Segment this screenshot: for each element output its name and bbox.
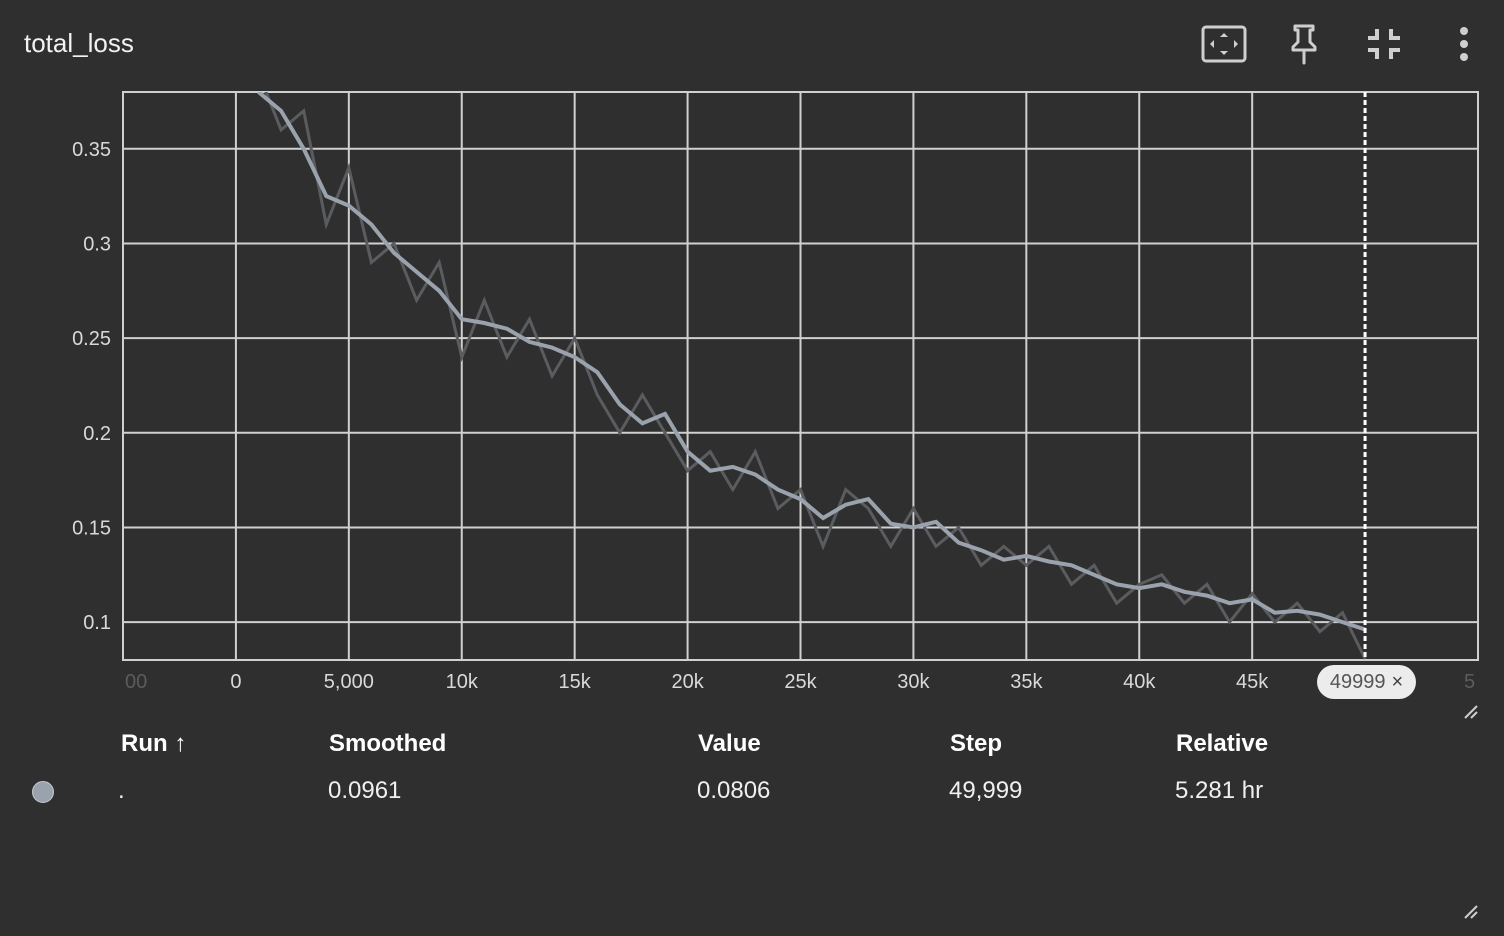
- smoothed-series-line: [257, 92, 1366, 632]
- chart-grid: [122, 91, 1479, 661]
- y-tick-label: 0.3: [83, 233, 111, 255]
- row-relative: 5.281 hr: [1175, 777, 1264, 804]
- x-tick-label: 45k: [1236, 671, 1269, 693]
- raw-series-line: [264, 92, 1367, 660]
- x-tick-label: 20k: [671, 671, 704, 693]
- x-tick-label: 15k: [559, 671, 592, 693]
- close-icon[interactable]: ×: [1391, 670, 1404, 693]
- step-cursor-pill[interactable]: 49999 ×: [1317, 665, 1416, 699]
- column-header-run-label: Run: [121, 730, 168, 757]
- column-header-relative[interactable]: Relative: [1176, 730, 1269, 757]
- chart-ticks: 0 5,000 10k 15k 20k 25k 30k 35k 40k 45k 0.1 0.15 0.2…: [72, 139, 1269, 693]
- collapse-button[interactable]: [1360, 22, 1408, 66]
- step-cursor-label: 49999: [1329, 670, 1386, 693]
- x-tick-label: 30k: [897, 671, 930, 693]
- x-tick-label: 0: [230, 671, 241, 693]
- fit-domain-button[interactable]: [1200, 22, 1248, 66]
- x-tick-edge-left: 00: [125, 671, 147, 693]
- row-run-name: .: [118, 777, 125, 804]
- y-tick-label: 0.2: [83, 423, 111, 445]
- line-chart[interactable]: 0 5,000 10k 15k 20k 25k 30k 35k 40k 45k 0.1 0.15 0.2…: [0, 80, 1504, 700]
- column-header-value[interactable]: Value: [698, 730, 761, 757]
- sort-arrow-icon: ↑: [174, 730, 187, 757]
- row-step: 49,999: [949, 777, 1023, 804]
- collapse-icon: [1368, 29, 1400, 59]
- x-tick-label: 10k: [446, 671, 479, 693]
- pin-button[interactable]: [1280, 22, 1328, 66]
- chart-series: [257, 92, 1367, 660]
- x-tick-label: 40k: [1123, 671, 1156, 693]
- resize-handle-icon[interactable]: [1463, 704, 1479, 720]
- x-tick-label: 5,000: [324, 671, 374, 693]
- column-header-step[interactable]: Step: [950, 730, 1003, 757]
- resize-handle-icon[interactable]: [1463, 904, 1479, 920]
- fit-domain-icon: [1201, 25, 1247, 63]
- x-tick-edge-right: 5: [1464, 671, 1475, 693]
- row-value: 0.0806: [697, 777, 771, 804]
- more-menu-button[interactable]: [1440, 22, 1488, 66]
- y-tick-label: 0.25: [72, 328, 111, 350]
- y-tick-label: 0.15: [72, 517, 111, 539]
- pin-icon: [1291, 24, 1317, 65]
- x-tick-label: 25k: [784, 671, 817, 693]
- run-color-swatch: [32, 781, 54, 803]
- row-smoothed-value: 0.0961: [328, 777, 402, 804]
- y-tick-label: 0.35: [72, 139, 111, 161]
- chart-title: total_loss: [24, 28, 134, 58]
- more-vert-icon: [1460, 27, 1468, 61]
- column-header-run[interactable]: Run ↑: [121, 730, 186, 758]
- y-tick-label: 0.1: [83, 612, 111, 634]
- column-header-smoothed[interactable]: Smoothed: [329, 730, 447, 757]
- x-tick-label: 35k: [1010, 671, 1043, 693]
